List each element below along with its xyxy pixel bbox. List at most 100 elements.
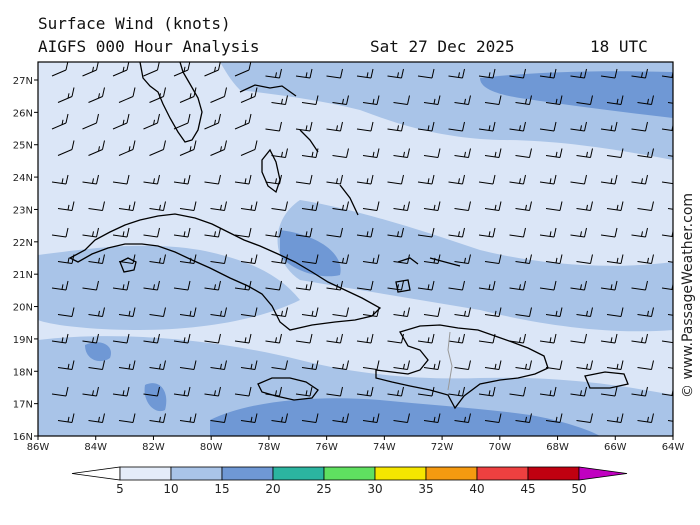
wind-barb [576, 413, 593, 423]
wind-barb [448, 227, 465, 238]
lon-label: 80W [200, 442, 223, 453]
wind-barb [271, 95, 288, 105]
wind-barb [149, 360, 166, 370]
haiti-dr-border [447, 331, 453, 391]
lon-label: 86W [27, 442, 50, 453]
wind-barb [295, 174, 313, 185]
wind-barb [631, 280, 648, 291]
wind-barb [265, 280, 282, 291]
wind-barb [240, 140, 258, 156]
wind-barb [667, 314, 673, 316]
wind-barb [484, 95, 502, 105]
longitude-axis: 86W 84W 82W 80W 78W 76W 74W 72W 70W 68W 66W 64W [27, 436, 684, 453]
wind-band-windward [280, 230, 341, 277]
wind-barb [539, 227, 557, 238]
wind-barb [143, 386, 160, 397]
wind-barb [484, 254, 502, 264]
wind-barb [265, 333, 282, 344]
isla-juventud-coast [119, 257, 137, 273]
wind-barb [606, 95, 624, 105]
wind-barb [118, 87, 136, 103]
wind-barb [637, 201, 654, 211]
wind-barb [332, 148, 349, 158]
wind-barb [454, 148, 471, 158]
wind-barb [51, 280, 69, 291]
wind-barb [606, 307, 624, 317]
wind-barb [387, 174, 404, 185]
wind-barb [393, 307, 410, 317]
bahamas-long-island [339, 184, 359, 216]
wind-barb [570, 280, 587, 291]
wind-barb [631, 333, 648, 344]
wind-barb [423, 307, 441, 317]
wind-barb [667, 208, 673, 210]
wind-barb [667, 102, 673, 104]
wind-barb [387, 386, 404, 397]
lat-label: 21N [13, 270, 33, 281]
wind-barb [326, 174, 343, 185]
wind-barb [179, 201, 197, 211]
lon-label: 72W [431, 442, 454, 453]
wind-barb [271, 413, 288, 423]
wind-barb [271, 148, 288, 158]
lat-label: 25N [13, 141, 33, 152]
colorbar-high-arrow [578, 466, 628, 481]
wind-barb [149, 307, 166, 317]
wind-barb [637, 413, 654, 423]
wind-barb [240, 360, 258, 370]
wind-barb [484, 307, 502, 317]
wind-barb [509, 121, 526, 132]
wind-barb [539, 121, 557, 132]
wind-barb [539, 333, 557, 344]
wind-barb [51, 386, 69, 397]
wind-barb [112, 113, 130, 130]
wind-barb [234, 227, 252, 238]
colorbar-label: 45 [520, 482, 535, 496]
wind-barb [51, 227, 69, 238]
wind-barb [179, 413, 197, 423]
wind-barb [326, 227, 343, 238]
colorbar-segment [119, 466, 172, 481]
wind-barb [356, 68, 374, 79]
wind-barb [637, 307, 654, 317]
wind-barb [393, 95, 410, 105]
wind-barb [631, 386, 648, 397]
wind-barb [326, 386, 343, 397]
wind-barb [362, 413, 380, 423]
puerto-rico-coast [584, 371, 629, 389]
wind-barb [204, 227, 221, 238]
wind-barb [240, 413, 258, 423]
lon-label: 66W [604, 442, 627, 453]
wind-barb [301, 254, 319, 264]
wind-barb [88, 360, 105, 370]
wind-barb [509, 227, 526, 238]
colorbar-label: 35 [418, 482, 433, 496]
hispaniola-coast [375, 324, 549, 410]
wind-barb [570, 227, 587, 238]
wind-barb [51, 113, 69, 130]
wind-barb [149, 201, 166, 211]
wind-band-cuba [38, 245, 300, 330]
wind-barb [210, 254, 227, 264]
wind-barb [88, 87, 105, 103]
wind-barb [271, 254, 288, 264]
lon-label: 84W [84, 442, 107, 453]
colorbar-label: 15 [214, 482, 229, 496]
wind-barb [362, 148, 380, 158]
wind-barb [570, 68, 587, 79]
wind-barb [326, 121, 343, 132]
wind-barb [179, 140, 197, 156]
wind-barb [417, 121, 435, 132]
wind-barb [570, 174, 587, 185]
coastlines [68, 62, 629, 410]
wind-barb [234, 174, 252, 185]
wind-barb [362, 201, 380, 211]
wind-barb [454, 307, 471, 317]
wind-barb [295, 121, 313, 132]
wind-barb [265, 68, 282, 79]
wind-barb [667, 261, 673, 263]
wind-barb [637, 95, 654, 105]
cuba-coast [68, 213, 382, 331]
wind-barb [478, 174, 496, 185]
wind-barb [448, 280, 465, 291]
